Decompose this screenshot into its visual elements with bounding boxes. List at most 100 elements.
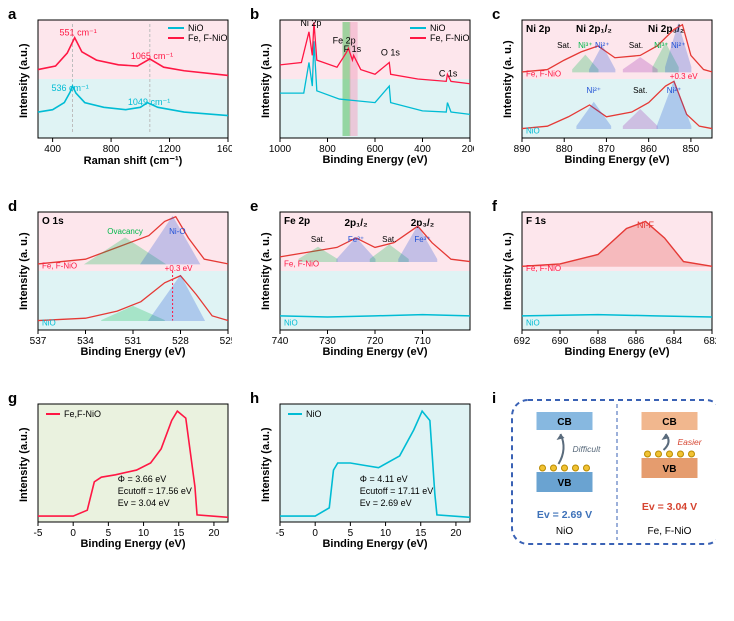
svg-text:Ecutoff = 17.11 eV: Ecutoff = 17.11 eV (360, 486, 433, 496)
panel-a: a Intensity (a.u.) Raman shift (cm⁻¹)40080… (10, 8, 232, 168)
svg-text:NiO: NiO (188, 23, 204, 33)
svg-text:Fe³⁺: Fe³⁺ (414, 235, 430, 244)
panel-letter-d: d (8, 198, 17, 215)
xlabel: Binding Energy (eV) (38, 538, 228, 550)
svg-text:O 1s: O 1s (381, 47, 401, 57)
svg-text:Sat.: Sat. (629, 41, 643, 50)
plot-h: -505101520NiOΦ = 4.11 eVEcutoff = 17.11 … (252, 392, 474, 552)
svg-text:Fe 2p: Fe 2p (284, 216, 310, 227)
xlabel: Binding Energy (eV) (280, 538, 470, 550)
svg-text:Ev = 2.69 eV: Ev = 2.69 eV (360, 498, 412, 508)
plot-g: -505101520Fe,F-NiOΦ = 3.66 eVEcutoff = 1… (10, 392, 232, 552)
svg-text:551 cm⁻¹: 551 cm⁻¹ (60, 27, 97, 37)
panel-letter-i: i (492, 390, 496, 407)
svg-text:Φ = 3.66 eV: Φ = 3.66 eV (118, 474, 166, 484)
plot-c: 890880870860850Ni 2pNi 2p₁/₂Ni 2p₃/₂Fe, … (494, 8, 716, 168)
svg-text:CB: CB (557, 417, 571, 428)
svg-text:Ni 2p: Ni 2p (526, 24, 550, 35)
ylabel: Intensity (a.u.) (18, 43, 30, 118)
svg-text:Easier: Easier (678, 437, 703, 447)
plot-d: 537534531528525O 1sFe, F-NiONiO+0.3 eVOv… (10, 200, 232, 360)
ylabel: Intensity (a. u.) (502, 232, 514, 310)
svg-text:NiO: NiO (42, 318, 56, 327)
panel-d: dIntensity (a. u.)Binding Energy (eV)537… (10, 200, 232, 360)
svg-text:Fe, F-NiO: Fe, F-NiO (526, 70, 561, 79)
panel-g: gIntensity (a.u.)Binding Energy (eV)-505… (10, 392, 232, 552)
svg-text:NiO: NiO (526, 126, 540, 135)
svg-text:1065 cm⁻¹: 1065 cm⁻¹ (131, 51, 173, 61)
svg-text:Fe, F-NiO: Fe, F-NiO (430, 33, 470, 43)
svg-text:NiO: NiO (306, 409, 322, 419)
svg-text:Ni³⁺: Ni³⁺ (654, 41, 668, 50)
svg-text:2p₁/₂: 2p₁/₂ (344, 218, 367, 229)
svg-text:Ecutoff = 17.56 eV: Ecutoff = 17.56 eV (118, 486, 192, 496)
ylabel: Intensity (a.u.) (260, 427, 272, 502)
svg-text:Sat.: Sat. (557, 41, 571, 50)
svg-text:Sat.: Sat. (382, 235, 396, 244)
svg-text:CB: CB (662, 417, 676, 428)
xlabel: Binding Energy (eV) (522, 154, 712, 166)
svg-text:Ni 2p₁/₂: Ni 2p₁/₂ (576, 24, 612, 35)
svg-text:Ni-O: Ni-O (169, 227, 185, 236)
svg-text:Ni-F: Ni-F (637, 220, 654, 230)
svg-text:Fe³⁺: Fe³⁺ (348, 235, 364, 244)
plot-b: 1000800600400200NiOFe, F-NiONi 2pFe 2pF … (252, 8, 474, 168)
svg-text:NiO: NiO (526, 318, 540, 327)
plot-f: 692690688686684682F 1sNi-FFe, F-NiONiO (494, 200, 716, 360)
panel-e: eIntensity (a. u.)Binding Energy (eV)740… (252, 200, 474, 360)
svg-text:Fe, F-NiO: Fe, F-NiO (188, 33, 228, 43)
ylabel: Intensity (a.u.) (18, 427, 30, 502)
plot-e: 740730720710Fe 2p2p₁/₂2p₃/₂Fe, F-NiONiOS… (252, 200, 474, 360)
svg-text:+0.3 eV: +0.3 eV (670, 72, 698, 81)
svg-text:NiO: NiO (430, 23, 446, 33)
svg-text:Ni²⁺: Ni²⁺ (595, 41, 609, 50)
svg-text:F 1s: F 1s (344, 44, 362, 54)
panel-b: b Intensity (a.u.) Binding Energy (eV)1000… (252, 8, 474, 168)
svg-text:Fe, F-NiO: Fe, F-NiO (648, 526, 692, 537)
panel-i: i CB VB Difficult CB VB Easier Ev = 2.69 V Ev = … (494, 392, 716, 552)
svg-text:Fe, F-NiO: Fe, F-NiO (526, 264, 561, 273)
svg-text:+0.3 eV: +0.3 eV (165, 264, 193, 273)
svg-text:NiO: NiO (284, 318, 298, 327)
plot-a: 40080012001600NiOFe, F-NiO551 cm⁻¹1065 c… (10, 8, 232, 168)
svg-text:Sat.: Sat. (633, 86, 647, 95)
svg-text:Ni²⁺: Ni²⁺ (667, 86, 681, 95)
panel-letter-h: h (250, 390, 259, 407)
svg-text:Fe,F-NiO: Fe,F-NiO (64, 409, 101, 419)
svg-text:Ev = 3.04 eV: Ev = 3.04 eV (118, 498, 170, 508)
svg-text:Difficult: Difficult (573, 444, 602, 454)
panel-letter-g: g (8, 390, 17, 407)
xlabel: Binding Energy (eV) (38, 346, 228, 358)
svg-text:Ni³⁺: Ni³⁺ (578, 41, 592, 50)
panel-h: hIntensity (a.u.)Binding Energy (eV)-505… (252, 392, 474, 552)
svg-text:Sat.: Sat. (311, 235, 325, 244)
svg-text:VB: VB (558, 478, 572, 489)
panel-letter-f: f (492, 198, 497, 215)
svg-text:F 1s: F 1s (526, 216, 546, 227)
svg-text:Ni²⁺: Ni²⁺ (587, 86, 601, 95)
svg-text:Ev = 2.69 V: Ev = 2.69 V (537, 509, 592, 521)
ylabel: Intensity (a.u.) (260, 43, 272, 118)
xlabel: Raman shift (cm⁻¹) (38, 154, 228, 167)
ylabel: Intensity (a. u.) (18, 232, 30, 310)
svg-text:2p₃/₂: 2p₃/₂ (411, 218, 435, 229)
svg-text:Ev = 3.04 V: Ev = 3.04 V (642, 501, 697, 513)
svg-text:Φ = 4.11 eV: Φ = 4.11 eV (360, 474, 408, 484)
svg-text:C 1s: C 1s (439, 69, 458, 79)
panel-letter-c: c (492, 6, 500, 23)
ylabel: Intensity (a. u.) (502, 40, 514, 118)
svg-text:Ovacancy: Ovacancy (107, 227, 143, 236)
panel-f: fIntensity (a. u.)Binding Energy (eV)692… (494, 200, 716, 360)
svg-text:NiO: NiO (556, 526, 573, 537)
xlabel: Binding Energy (eV) (280, 346, 470, 358)
ylabel: Intensity (a. u.) (260, 232, 272, 310)
svg-text:536 cm⁻¹: 536 cm⁻¹ (52, 83, 89, 93)
svg-text:Ni²⁺: Ni²⁺ (671, 41, 685, 50)
xlabel: Binding Energy (eV) (280, 154, 470, 166)
xlabel: Binding Energy (eV) (522, 346, 712, 358)
panel-letter-a: a (8, 6, 16, 23)
panel-letter-b: b (250, 6, 259, 23)
svg-text:1049 cm⁻¹: 1049 cm⁻¹ (128, 97, 170, 107)
panel-c: cIntensity (a. u.)Binding Energy (eV)890… (494, 8, 716, 168)
svg-text:VB: VB (663, 464, 677, 475)
